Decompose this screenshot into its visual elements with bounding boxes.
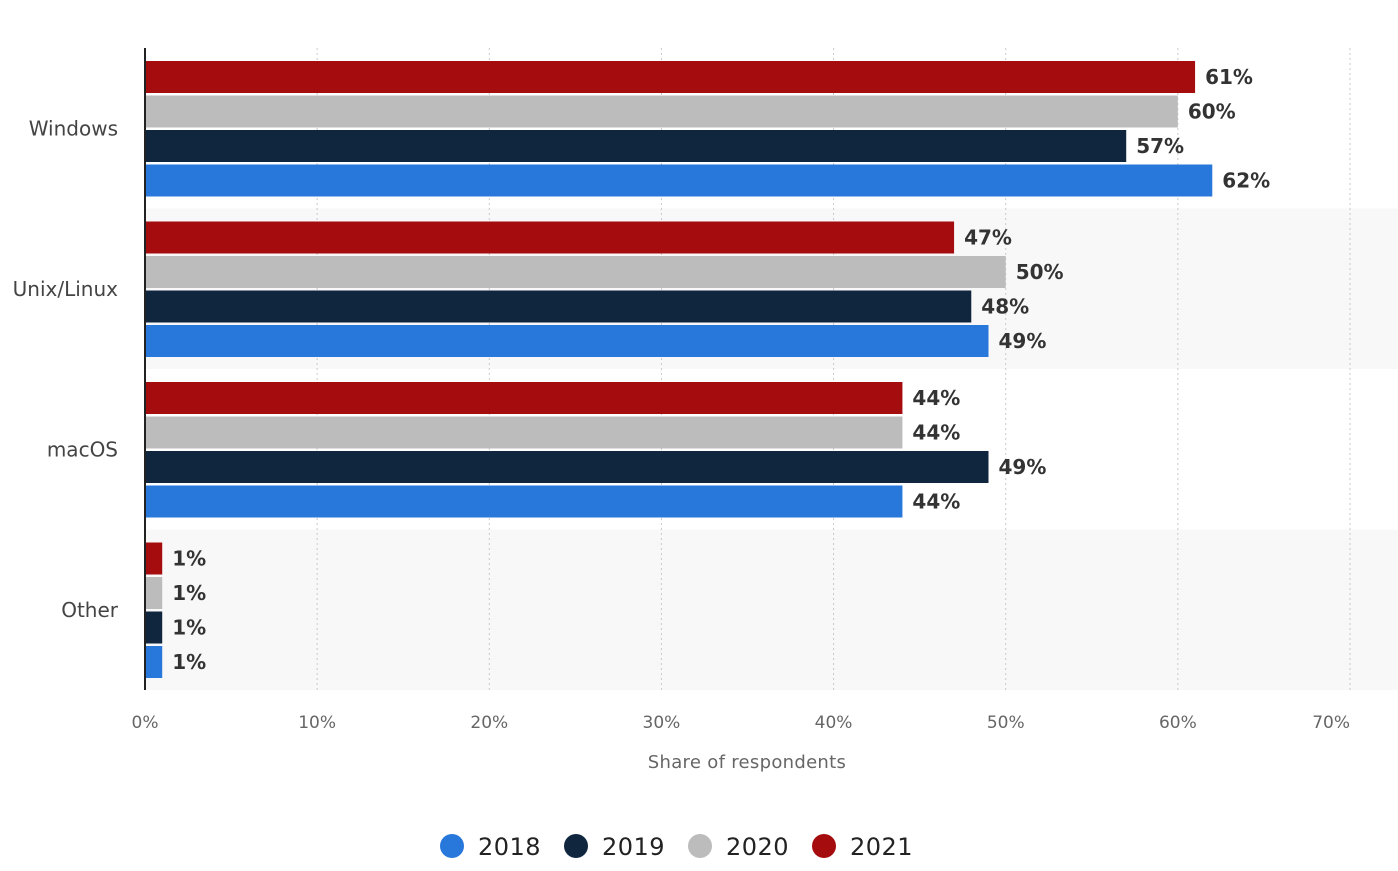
- category-label: Other: [61, 598, 119, 622]
- category-labels: Windows Unix/Linux macOS Other: [13, 116, 119, 622]
- category-label: macOS: [47, 437, 118, 461]
- tick-label: 10%: [298, 713, 336, 733]
- bar-unix-linux-2019[interactable]: [145, 290, 972, 323]
- legend-marker-2020[interactable]: [688, 834, 712, 858]
- bar-macos-2019[interactable]: [145, 451, 989, 483]
- data-label: 1%: [172, 616, 206, 640]
- tick-label: 70%: [1312, 713, 1350, 733]
- bar-macos-2018[interactable]: [145, 485, 903, 518]
- data-label: 57%: [1136, 134, 1184, 158]
- data-label: 62%: [1222, 169, 1270, 193]
- data-label: 47%: [964, 226, 1012, 250]
- bar-other-2021[interactable]: [145, 542, 163, 575]
- category-label: Unix/Linux: [13, 277, 118, 301]
- data-label: 44%: [912, 386, 960, 410]
- x-tick-labels: 0% 10% 20% 30% 40% 50% 60% 70%: [132, 713, 1350, 733]
- tick-label: 0%: [132, 713, 159, 733]
- data-label: 48%: [981, 295, 1029, 319]
- data-label: 44%: [912, 421, 960, 445]
- bar-macos-2021[interactable]: [145, 382, 903, 414]
- legend: 2018 2019 2020 2021: [440, 833, 913, 861]
- data-label: 60%: [1188, 100, 1236, 124]
- legend-marker-2018[interactable]: [440, 834, 464, 858]
- bar-unix-linux-2018[interactable]: [145, 325, 989, 357]
- x-axis-title: Share of respondents: [648, 752, 846, 773]
- data-label: 44%: [912, 490, 960, 514]
- legend-marker-2019[interactable]: [564, 834, 588, 858]
- category-band: [145, 529, 1398, 690]
- bars: 61% 60%57% 62% 47%50% 48% 49% 44% 44% 49% 44% 1% 1%…: [145, 61, 1270, 678]
- data-label: 1%: [172, 650, 206, 674]
- legend-label-2019[interactable]: 2019: [602, 833, 665, 861]
- bar-other-2018[interactable]: [145, 646, 163, 678]
- bar-windows-2019[interactable]: [145, 130, 1127, 162]
- bar-unix-linux-2021[interactable]: [145, 221, 955, 254]
- bar-macos-2020[interactable]: [145, 416, 903, 449]
- data-label: 50%: [1016, 260, 1064, 284]
- data-label: 49%: [999, 455, 1047, 479]
- data-label: 1%: [172, 547, 206, 571]
- data-label: 49%: [999, 329, 1047, 353]
- data-label: 1%: [172, 581, 206, 605]
- bar-other-2019[interactable]: [145, 611, 163, 644]
- legend-label-2021[interactable]: 2021: [850, 833, 913, 861]
- legend-marker-2021[interactable]: [812, 834, 836, 858]
- tick-label: 30%: [643, 713, 681, 733]
- tick-label: 60%: [1159, 713, 1197, 733]
- bar-windows-2020[interactable]: [145, 95, 1178, 128]
- bar-windows-2018[interactable]: [145, 164, 1213, 197]
- bar-other-2020[interactable]: [145, 577, 163, 609]
- category-label: Windows: [29, 116, 118, 140]
- bar-unix-linux-2020[interactable]: [145, 256, 1006, 288]
- legend-label-2020[interactable]: 2020: [726, 833, 789, 861]
- bar-windows-2021[interactable]: [145, 61, 1196, 93]
- tick-label: 50%: [987, 713, 1025, 733]
- tick-label: 20%: [470, 713, 508, 733]
- tick-label: 40%: [815, 713, 853, 733]
- data-label: 61%: [1205, 65, 1253, 89]
- legend-label-2018[interactable]: 2018: [478, 833, 541, 861]
